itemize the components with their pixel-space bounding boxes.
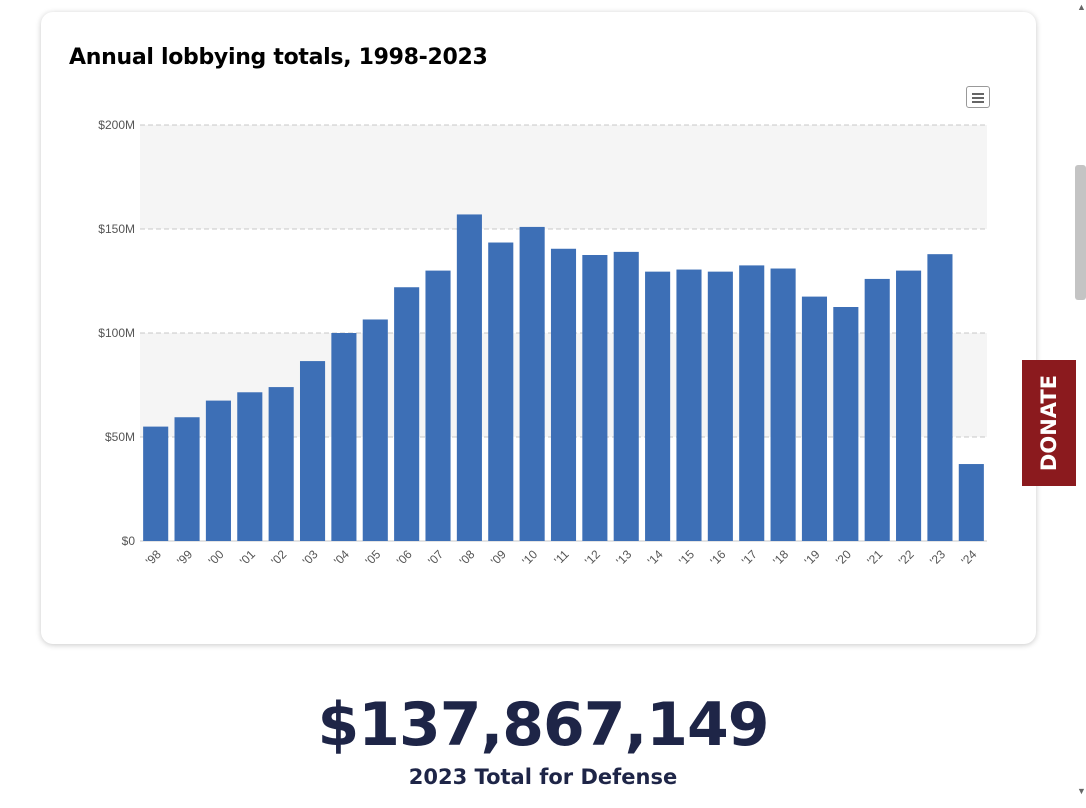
scrollbar-thumb[interactable] [1075,165,1086,300]
bar[interactable] [331,333,357,541]
x-tick-label: '02 [268,547,289,568]
bar[interactable] [770,268,796,541]
bar[interactable] [676,269,702,541]
total-label: 2023 Total for Defense [408,765,678,789]
menu-icon-line [972,97,984,99]
y-tick-label: $200M [98,118,135,132]
x-tick-label: '20 [833,547,854,568]
bar[interactable] [456,214,482,541]
x-tick-label: '04 [331,547,352,568]
bar[interactable] [958,464,984,541]
y-tick-label: $100M [98,326,135,340]
y-tick-label: $50M [105,430,135,444]
x-tick-label: '11 [551,547,572,568]
x-axis-labels: '98 '99 '00 '01 '02 '03 '04 '05 '06 '07 '08 '09 '10 '… [143,547,980,568]
y-tick-label: $150M [98,222,135,236]
bar[interactable] [833,307,859,541]
x-tick-label: '00 [206,547,227,568]
chart-menu-button[interactable] [966,86,990,108]
bar[interactable] [582,255,608,541]
chart-title: Annual lobbying totals, 1998-2023 [69,45,488,70]
x-tick-label: '15 [676,547,697,568]
bar[interactable] [645,271,671,541]
bar[interactable] [237,392,263,541]
menu-icon [972,93,984,95]
donate-label: DONATE [1037,374,1061,472]
x-tick-label: '24 [958,547,979,568]
x-tick-label: '13 [613,547,634,568]
bar[interactable] [394,287,420,541]
x-tick-label: '12 [582,547,603,568]
x-tick-label: '16 [708,547,729,568]
x-tick-label: '18 [770,547,791,568]
x-tick-label: '07 [425,547,446,568]
x-tick-label: '05 [362,547,383,568]
x-tick-label: '23 [927,547,948,568]
x-tick-label: '08 [457,547,478,568]
x-tick-label: '17 [739,547,760,568]
bars [143,214,984,542]
x-tick-label: '21 [864,547,885,568]
y-axis-labels: $0 $50M $100M $150M $200M [98,118,135,548]
y-tick-label: $0 [122,534,136,548]
donate-button[interactable]: DONATE [1022,360,1076,486]
bar[interactable] [143,426,169,541]
bar[interactable] [362,319,388,541]
bar[interactable] [864,278,890,541]
bar[interactable] [707,271,733,541]
bar[interactable] [519,226,545,542]
bar[interactable] [205,400,231,541]
bar[interactable] [268,387,294,541]
plot-band [140,125,987,229]
bar[interactable] [896,270,922,541]
scroll-up-arrow[interactable]: ▲ [1077,2,1086,12]
x-tick-label: '03 [300,547,321,568]
bar[interactable] [488,242,514,541]
bar[interactable] [927,254,953,541]
bar[interactable] [550,248,577,541]
x-tick-label: '10 [519,547,540,568]
x-tick-label: '06 [394,547,415,568]
x-tick-label: '14 [645,547,666,568]
bar[interactable] [739,265,765,541]
x-tick-label: '98 [143,547,164,568]
menu-icon-line [972,101,984,103]
x-tick-label: '09 [488,547,509,568]
bar[interactable] [425,270,451,541]
x-tick-label: '99 [174,547,195,568]
x-tick-label: '22 [896,547,917,568]
scroll-down-arrow[interactable]: ▼ [1077,786,1086,796]
total-amount: $137,867,149 [317,690,769,760]
bar[interactable] [174,417,200,541]
x-tick-label: '19 [802,547,823,568]
bar[interactable] [613,251,639,541]
bar[interactable] [801,296,828,541]
bar[interactable] [299,361,326,541]
x-tick-label: '01 [237,547,258,568]
